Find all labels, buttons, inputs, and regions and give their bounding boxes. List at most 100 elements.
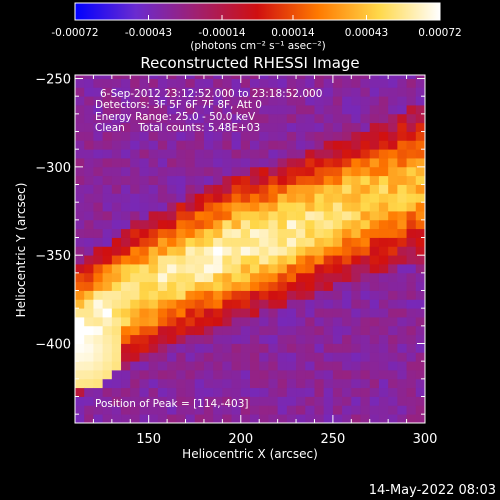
heatmap-cell <box>332 193 343 203</box>
heatmap-cell <box>397 290 407 300</box>
heatmap-cell <box>84 378 94 389</box>
heatmap-cell <box>277 113 288 124</box>
heatmap-cell <box>93 414 104 423</box>
heatmap-cell <box>360 264 371 274</box>
heatmap-cell <box>388 272 398 283</box>
heatmap-cell <box>157 414 168 423</box>
heatmap-cell <box>250 211 260 221</box>
heatmap-cell <box>231 378 242 389</box>
heatmap-cell <box>342 255 352 265</box>
heatmap-cell <box>277 281 288 291</box>
heatmap-cell <box>296 281 306 291</box>
heatmap-cell <box>406 308 417 318</box>
heatmap-cell <box>360 387 371 397</box>
heatmap-cell <box>305 131 315 141</box>
heatmap-cell <box>323 325 334 336</box>
heatmap-cell <box>157 396 168 406</box>
heatmap-cell <box>268 113 279 124</box>
heatmap-cell <box>185 414 196 423</box>
heatmap-cell <box>397 370 407 380</box>
heatmap-cell <box>360 317 371 327</box>
heatmap-cell <box>185 105 196 115</box>
heatmap-cell <box>286 96 297 106</box>
heatmap-cell <box>369 78 380 88</box>
heatmap-cell <box>75 264 85 274</box>
heatmap-cell <box>296 361 306 371</box>
heatmap-cell <box>250 166 260 177</box>
heatmap-cell <box>259 272 269 283</box>
heatmap-cell <box>332 414 343 423</box>
heatmap-cell <box>102 131 113 141</box>
heatmap-cell <box>250 414 260 423</box>
heatmap-cell <box>296 105 306 115</box>
heatmap-cell <box>250 255 260 265</box>
heatmap-cell <box>378 387 389 397</box>
heatmap-cell <box>286 308 297 318</box>
heatmap-cell <box>369 281 380 291</box>
heatmap-cell <box>286 140 297 150</box>
heatmap-cell <box>268 317 279 327</box>
heatmap-cell <box>130 158 140 168</box>
heatmap-cell <box>102 325 113 336</box>
heatmap-cell <box>167 228 177 238</box>
heatmap-cell <box>378 299 389 309</box>
heatmap-cell <box>305 387 315 397</box>
heatmap-cell <box>259 166 269 177</box>
heatmap-cell <box>203 211 214 221</box>
heatmap-cell <box>323 228 334 238</box>
heatmap-cell <box>332 140 343 150</box>
heatmap-cell <box>259 387 269 397</box>
heatmap-cell <box>84 299 94 309</box>
heatmap-cell <box>93 299 104 309</box>
heatmap-cell <box>75 334 85 344</box>
heatmap-cell <box>369 255 380 265</box>
heatmap-cell <box>121 149 131 159</box>
heatmap-cell <box>130 87 140 97</box>
heatmap-cell <box>203 105 214 115</box>
axes: 150 200 250 300−250−300−350−400 <box>35 73 437 447</box>
heatmap-cell <box>231 334 242 344</box>
heatmap-cell <box>277 228 288 238</box>
heatmap-cell <box>240 87 251 97</box>
heatmap-cell <box>388 414 398 423</box>
heatmap-cell <box>351 122 361 132</box>
heatmap-cell <box>323 175 334 185</box>
heatmap-cell <box>259 281 269 291</box>
heatmap-cell <box>240 387 251 397</box>
heatmap-cell <box>332 299 343 309</box>
heatmap-cell <box>360 237 371 247</box>
heatmap-cell <box>111 105 122 115</box>
heatmap-cell <box>351 158 361 168</box>
heatmap-cell <box>415 281 425 291</box>
heatmap-cell <box>250 193 260 203</box>
heatmap-cell <box>167 290 177 300</box>
heatmap-cell <box>268 343 279 353</box>
heatmap-cell <box>415 387 425 397</box>
heatmap-cell <box>157 370 168 380</box>
heatmap-cell <box>185 352 196 362</box>
heatmap-cell <box>111 113 122 124</box>
heatmap-cell <box>268 122 279 132</box>
heatmap-cell <box>139 193 150 203</box>
heatmap-cell <box>296 264 306 274</box>
heatmap-cell <box>222 105 232 115</box>
heatmap-cell <box>259 255 269 265</box>
heatmap-cell <box>203 75 214 79</box>
heatmap-cell <box>388 396 398 406</box>
heatmap-cell <box>351 299 361 309</box>
heatmap-cell <box>222 378 232 389</box>
heatmap-cell <box>213 317 223 327</box>
heatmap-cell <box>277 158 288 168</box>
heatmap-cell <box>139 184 150 194</box>
heatmap-cell <box>277 184 288 194</box>
heatmap-cell <box>194 105 205 115</box>
heatmap-cell <box>378 211 389 221</box>
heatmap-cell <box>259 158 269 168</box>
heatmap-cell <box>369 334 380 344</box>
heatmap-cell <box>121 255 131 265</box>
heatmap-cell <box>342 361 352 371</box>
heatmap-cell <box>388 175 398 185</box>
heatmap-cell <box>314 96 325 106</box>
heatmap-cell <box>314 317 325 327</box>
heatmap-cell <box>305 281 315 291</box>
